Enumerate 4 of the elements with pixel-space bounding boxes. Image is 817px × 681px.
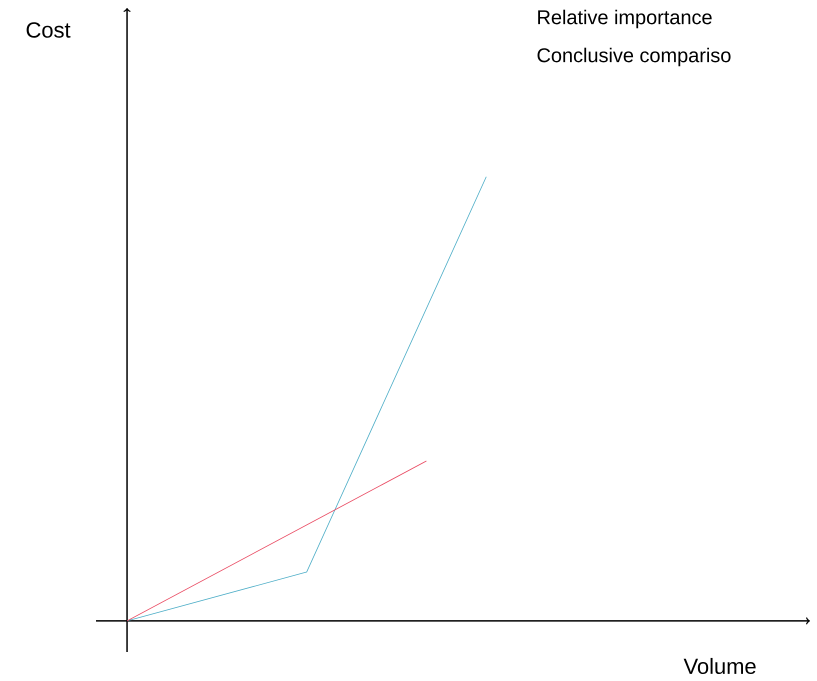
text: Relative importance: [538, 10, 712, 28]
text: Conclusive compariso: [538, 48, 731, 66]
text: Cost: [26, 22, 70, 38]
text: Volume: [684, 658, 756, 674]
